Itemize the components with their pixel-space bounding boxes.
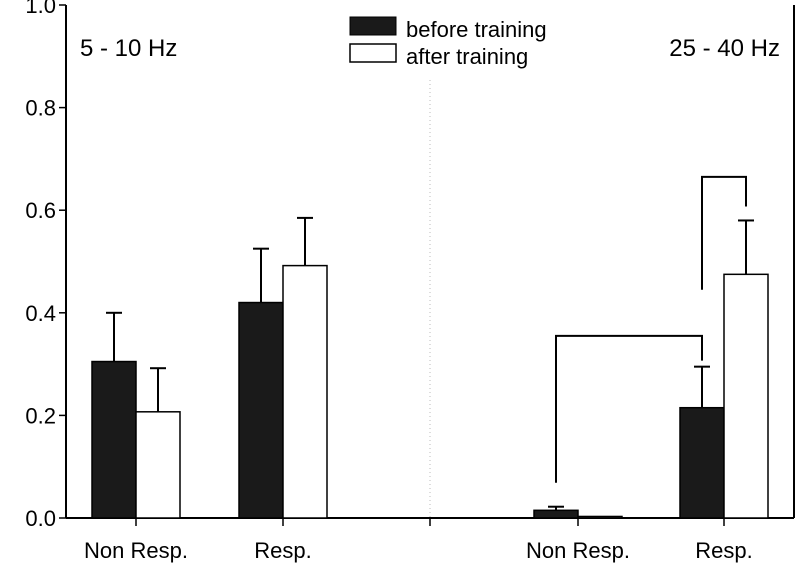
significance-bracket	[555, 334, 703, 483]
x-category-label: Non Resp.	[84, 538, 188, 563]
panel-label-high-freq: 25 - 40 Hz	[669, 35, 780, 62]
legend-swatch-after	[349, 43, 397, 63]
bar-after	[282, 264, 328, 519]
x-category-label: Resp.	[695, 538, 752, 563]
bar-after	[577, 515, 623, 519]
axes	[59, 4, 795, 526]
x-category-label: Resp.	[254, 538, 311, 563]
panel-label-low-freq: 5 - 10 Hz	[80, 35, 177, 62]
legend-swatch-before	[349, 16, 397, 36]
significance-bracket	[701, 175, 747, 290]
legend-label-before: before training	[406, 17, 547, 42]
bar-before	[533, 509, 579, 519]
legend-label-after: after training	[406, 44, 528, 69]
bars	[91, 264, 769, 519]
y-tick-label: 1.0	[25, 0, 56, 18]
bar-before	[238, 301, 284, 519]
y-tick-label: 0.4	[25, 301, 56, 326]
y-tick-label: 0.6	[25, 198, 56, 223]
bar-before	[91, 360, 137, 519]
y-tick-label: 0.0	[25, 506, 56, 531]
labels: 0.0 0.2 0.4 0.6 0.8 1.0 Non Resp. Resp. Non Resp…	[25, 0, 752, 563]
bar-before	[679, 406, 725, 519]
x-category-label: Non Resp.	[526, 538, 630, 563]
y-tick-label: 0.2	[25, 403, 56, 428]
significance-brackets	[555, 175, 747, 483]
y-tick-label: 0.8	[25, 96, 56, 121]
bar-after	[723, 273, 769, 519]
error-bars	[106, 216, 754, 511]
bar-after	[135, 411, 181, 519]
legend: before training after training	[349, 16, 547, 69]
